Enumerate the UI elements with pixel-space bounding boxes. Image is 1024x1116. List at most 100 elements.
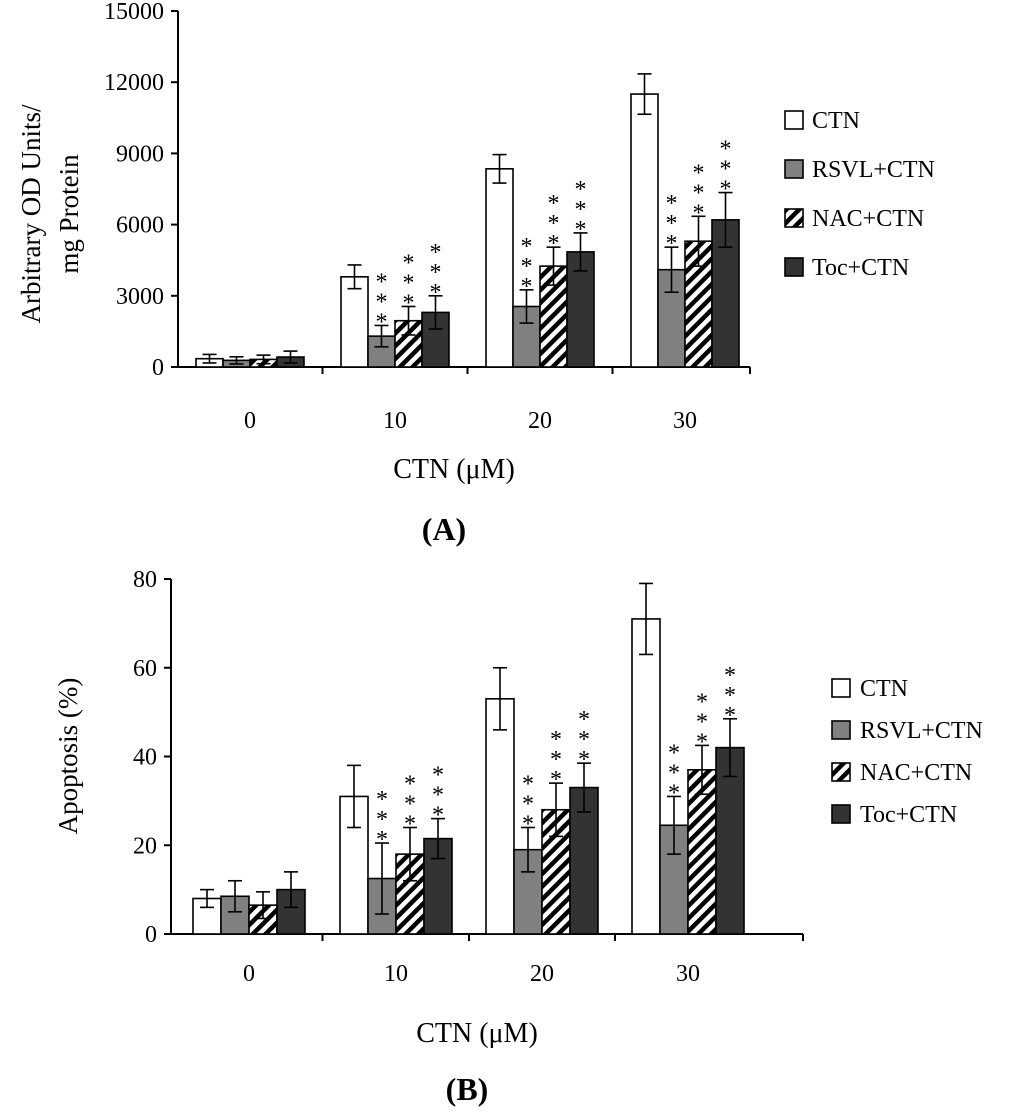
significance-star: * <box>696 709 708 735</box>
y-tick-label: 0 <box>145 922 157 948</box>
y-axis-title-line: mg Protein <box>54 154 84 274</box>
significance-star: * <box>430 260 442 286</box>
y-tick-label: 60 <box>133 656 157 682</box>
significance-star: * <box>404 812 416 838</box>
significance-marker: *** <box>376 787 388 853</box>
significance-star: * <box>696 729 708 755</box>
legend: CTN RSVL+CTN NAC+CTN Toc+CTN <box>784 108 935 281</box>
legend-label: CTN <box>812 108 860 134</box>
significance-star: * <box>376 807 388 833</box>
bar <box>687 769 717 935</box>
y-tick-label: 40 <box>133 745 157 771</box>
legend-swatch <box>831 678 851 698</box>
bar <box>630 93 659 368</box>
significance-star: * <box>522 772 534 798</box>
y-axis-title-line: Arbitrary OD Units/ <box>16 104 46 323</box>
significance-marker: *** <box>720 137 732 203</box>
panel-label: (A) <box>422 511 466 547</box>
significance-star: * <box>403 290 415 316</box>
significance-star: * <box>720 137 732 163</box>
significance-marker: *** <box>403 250 415 316</box>
significance-star: * <box>522 792 534 818</box>
significance-marker: *** <box>724 663 736 729</box>
legend-label: RSVL+CTN <box>812 157 935 183</box>
legend: CTN RSVL+CTN NAC+CTN Toc+CTN <box>831 676 983 828</box>
x-tick-label: 0 <box>244 408 256 434</box>
significance-star: * <box>575 177 587 203</box>
y-axis-title: Arbitrary OD Units/mg Protein <box>16 104 84 323</box>
significance-star: * <box>724 663 736 689</box>
legend-label: Toc+CTN <box>860 802 957 828</box>
significance-marker: *** <box>696 689 708 755</box>
y-tick-label: 15000 <box>104 0 164 25</box>
significance-star: * <box>403 250 415 276</box>
significance-star: * <box>376 289 388 315</box>
legend-label: RSVL+CTN <box>860 718 983 744</box>
significance-star: * <box>724 683 736 709</box>
significance-star: * <box>720 177 732 203</box>
bar <box>485 698 515 935</box>
significance-marker: *** <box>548 191 560 257</box>
y-axis-title-line: Apoptosis (%) <box>53 678 83 835</box>
legend-label: Toc+CTN <box>812 255 909 281</box>
significance-star: * <box>724 703 736 729</box>
significance-star: * <box>666 231 678 257</box>
significance-star: * <box>575 217 587 243</box>
significance-star: * <box>376 787 388 813</box>
significance-star: * <box>522 812 534 838</box>
y-tick-label: 12000 <box>104 70 164 96</box>
significance-star: * <box>693 180 705 206</box>
significance-marker: *** <box>522 772 534 838</box>
significance-marker: *** <box>521 234 533 300</box>
y-tick-label: 3000 <box>116 284 164 310</box>
bar <box>631 618 661 935</box>
significance-star: * <box>550 767 562 793</box>
y-tick-label: 9000 <box>116 141 164 167</box>
significance-star: * <box>432 763 444 789</box>
significance-star: * <box>696 689 708 715</box>
significance-star: * <box>578 747 590 773</box>
significance-star: * <box>430 240 442 266</box>
significance-star: * <box>720 157 732 183</box>
significance-marker: *** <box>404 772 416 838</box>
bar <box>485 168 514 368</box>
legend-label: NAC+CTN <box>860 760 972 786</box>
bar <box>715 746 745 935</box>
y-axis-title: Apoptosis (%) <box>53 678 83 835</box>
legend-swatch <box>784 159 804 179</box>
bar <box>711 219 740 368</box>
significance-marker: *** <box>376 269 388 335</box>
significance-star: * <box>666 211 678 237</box>
significance-star: * <box>521 274 533 300</box>
significance-marker: *** <box>550 727 562 793</box>
x-axis-title: CTN (μM) <box>393 454 515 485</box>
legend-swatch <box>784 257 804 277</box>
significance-marker: *** <box>432 763 444 829</box>
bar <box>340 276 369 368</box>
significance-marker: *** <box>666 191 678 257</box>
legend-swatch <box>831 762 851 782</box>
panel-label: (B) <box>446 1071 489 1107</box>
significance-marker: *** <box>575 177 587 243</box>
legend-swatch <box>831 804 851 824</box>
significance-star: * <box>575 197 587 223</box>
significance-star: * <box>668 760 680 786</box>
significance-marker: *** <box>668 740 680 806</box>
significance-marker: *** <box>578 707 590 773</box>
x-tick-label: 10 <box>383 408 407 434</box>
x-tick-label: 0 <box>243 961 255 987</box>
significance-star: * <box>376 309 388 335</box>
y-tick-label: 6000 <box>116 213 164 239</box>
significance-star: * <box>693 160 705 186</box>
legend-swatch <box>831 720 851 740</box>
legend-swatch <box>784 110 804 130</box>
significance-star: * <box>404 772 416 798</box>
significance-marker: *** <box>693 160 705 226</box>
significance-star: * <box>578 707 590 733</box>
significance-star: * <box>521 234 533 260</box>
y-tick-label: 0 <box>152 355 164 381</box>
y-tick-label: 20 <box>133 833 157 859</box>
x-tick-label: 20 <box>528 408 552 434</box>
